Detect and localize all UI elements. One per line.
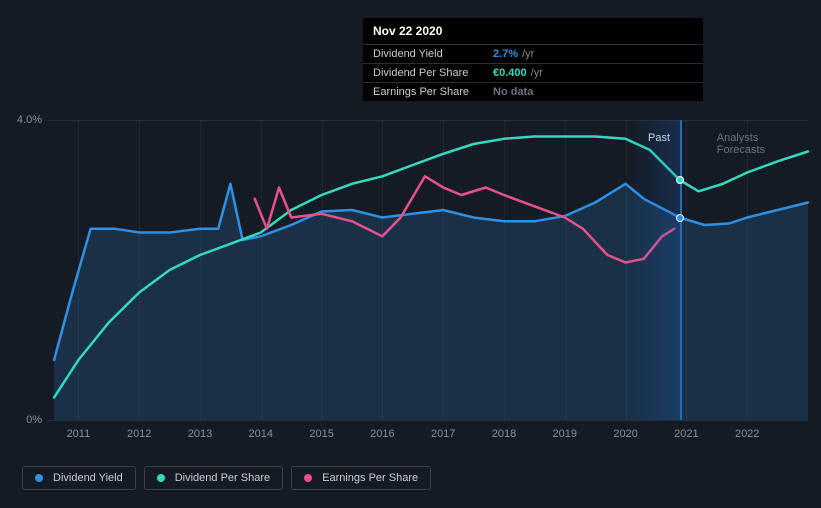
x-tick-label: 2018 (492, 428, 516, 440)
tooltip-row-suffix: /yr (531, 67, 543, 79)
tooltip-row: Earnings Per ShareNo data (363, 82, 703, 101)
cursor-marker-dividend-per-share (676, 176, 684, 184)
y-tick-label: 0% (26, 414, 42, 426)
tooltip-row-value: No data (493, 86, 533, 98)
tooltip-row-value: €0.400 (493, 67, 527, 79)
x-tick-label: 2022 (735, 428, 759, 440)
dividend-chart: 2011 2012 2013 2014 2015 2016 2017 2018 2019 2020… (0, 0, 821, 508)
legend-item-earnings-per-share[interactable]: Earnings Per Share (291, 466, 431, 490)
plot-area[interactable]: 2011201220132014201520162017201820192020… (48, 120, 808, 420)
x-tick-label: 2017 (431, 428, 455, 440)
x-tick-label: 2012 (127, 428, 151, 440)
legend-dot-icon (304, 474, 312, 482)
legend-dot-icon (157, 474, 165, 482)
tooltip-row-label: Dividend Yield (373, 48, 493, 60)
legend: Dividend Yield Dividend Per Share Earnings… (22, 466, 431, 490)
legend-label: Earnings Per Share (322, 472, 418, 484)
tooltip-row-value: 2.7% (493, 48, 518, 60)
chart-tooltip: Nov 22 2020 Dividend Yield2.7%/yrDividen… (363, 18, 703, 101)
legend-label: Dividend Per Share (175, 472, 270, 484)
x-tick-label: 2021 (674, 428, 698, 440)
x-tick-label: 2014 (249, 428, 273, 440)
legend-label: Dividend Yield (53, 472, 123, 484)
legend-dot-icon (35, 474, 43, 482)
x-tick-label: 2019 (553, 428, 577, 440)
tooltip-row: Dividend Per Share€0.400/yr (363, 63, 703, 82)
tooltip-date: Nov 22 2020 (363, 18, 703, 44)
x-tick-label: 2011 (67, 428, 91, 440)
cursor-marker-dividend-yield (676, 214, 684, 222)
x-tick-label: 2015 (309, 428, 333, 440)
x-tick-label: 2020 (613, 428, 637, 440)
tooltip-row-label: Earnings Per Share (373, 86, 493, 98)
series-svg (48, 120, 808, 420)
legend-item-dividend-yield[interactable]: Dividend Yield (22, 466, 136, 490)
legend-item-dividend-per-share[interactable]: Dividend Per Share (144, 466, 283, 490)
tooltip-row: Dividend Yield2.7% /yr (363, 44, 703, 63)
x-tick-label: 2016 (370, 428, 394, 440)
gridline-h (48, 420, 808, 421)
y-tick-label: 4.0% (17, 114, 42, 126)
tooltip-row-label: Dividend Per Share (373, 67, 493, 79)
series-fill-dividend-yield (54, 184, 808, 420)
tooltip-row-suffix: /yr (522, 48, 534, 60)
x-tick-label: 2013 (188, 428, 212, 440)
cursor-line (680, 120, 682, 420)
